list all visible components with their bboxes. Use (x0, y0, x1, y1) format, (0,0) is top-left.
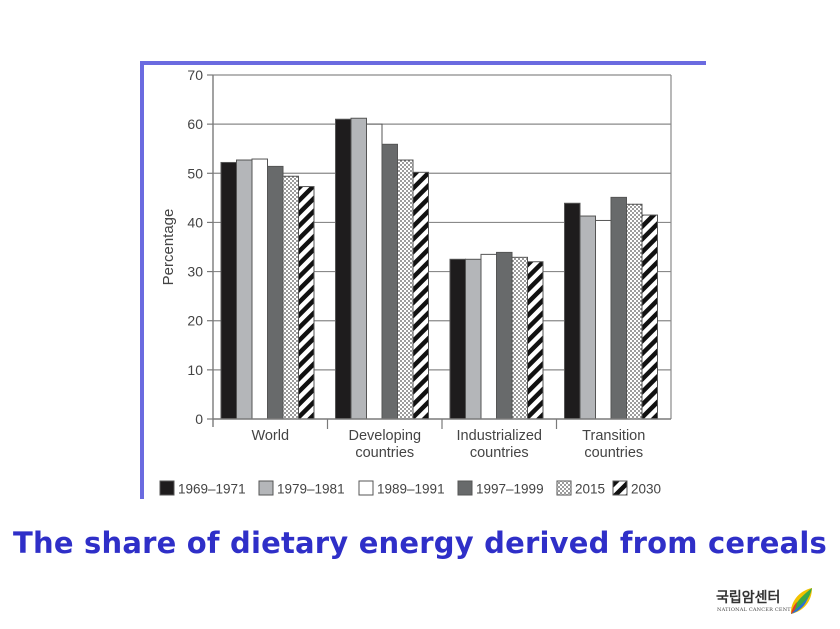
legend-swatch (457, 480, 473, 496)
x-category-label: Transition (582, 428, 645, 444)
bar (251, 158, 268, 420)
y-tick-label: 30 (187, 264, 203, 280)
bar (397, 159, 414, 420)
slide-caption: The share of dietary energy derived from… (13, 526, 827, 560)
y-tick-label: 0 (195, 411, 203, 427)
bar (511, 256, 528, 420)
legend-swatch (556, 480, 572, 496)
x-category-label: countries (470, 445, 529, 461)
y-tick-label: 10 (187, 362, 203, 378)
y-tick-label: 50 (187, 165, 203, 181)
bar (496, 251, 513, 420)
y-tick-label: 70 (187, 67, 203, 83)
legend-label: 2015 (575, 482, 605, 497)
bar (527, 261, 544, 420)
x-category-label: World (251, 428, 289, 444)
slide-frame-top (140, 61, 706, 65)
y-tick-label: 60 (187, 116, 203, 132)
bar (595, 219, 612, 420)
legend-swatch (612, 480, 628, 496)
bar (335, 118, 352, 420)
bars (220, 117, 658, 420)
slide-frame-left (140, 61, 144, 499)
bar (610, 196, 627, 420)
legend-swatch (258, 480, 274, 496)
bar (236, 159, 253, 420)
national-cancer-center-logo: 국립암센터 NATIONAL CANCER CENTER (716, 585, 816, 621)
bar (449, 258, 466, 420)
legend-label: 1969–1971 (178, 482, 246, 497)
legend-label: 1997–1999 (476, 482, 544, 497)
legend-label: 1979–1981 (277, 482, 345, 497)
bar (564, 202, 581, 420)
bar (350, 117, 367, 420)
bar (267, 165, 284, 420)
x-category-label: countries (355, 445, 414, 461)
bar (220, 161, 237, 420)
leaf-logo-icon (790, 588, 812, 614)
bar (626, 203, 643, 420)
bar (298, 186, 315, 420)
legend-swatch (159, 480, 175, 496)
legend: 1969–1971 1979–1981 1989–1991 1997–1999 2015… (159, 480, 661, 497)
logo-english-name: NATIONAL CANCER CENTER (717, 607, 799, 613)
legend-label: 1989–1991 (377, 482, 445, 497)
bar (381, 143, 398, 420)
bar (641, 214, 658, 420)
x-category-label: countries (584, 445, 643, 461)
x-category-label: Industrialized (457, 428, 542, 444)
bar (412, 171, 429, 420)
logo-korean-name: 국립암센터 (716, 590, 781, 606)
bar (480, 253, 497, 420)
x-category-label: Developing (348, 428, 421, 444)
y-tick-label: 20 (187, 313, 203, 329)
y-axis-label: Percentage (160, 209, 177, 286)
bar (465, 258, 482, 420)
bar (366, 123, 383, 420)
legend-swatch (358, 480, 374, 496)
legend-label: 2030 (631, 482, 661, 497)
y-tick-label: 40 (187, 214, 203, 230)
bar (282, 175, 299, 420)
bar (579, 215, 596, 420)
